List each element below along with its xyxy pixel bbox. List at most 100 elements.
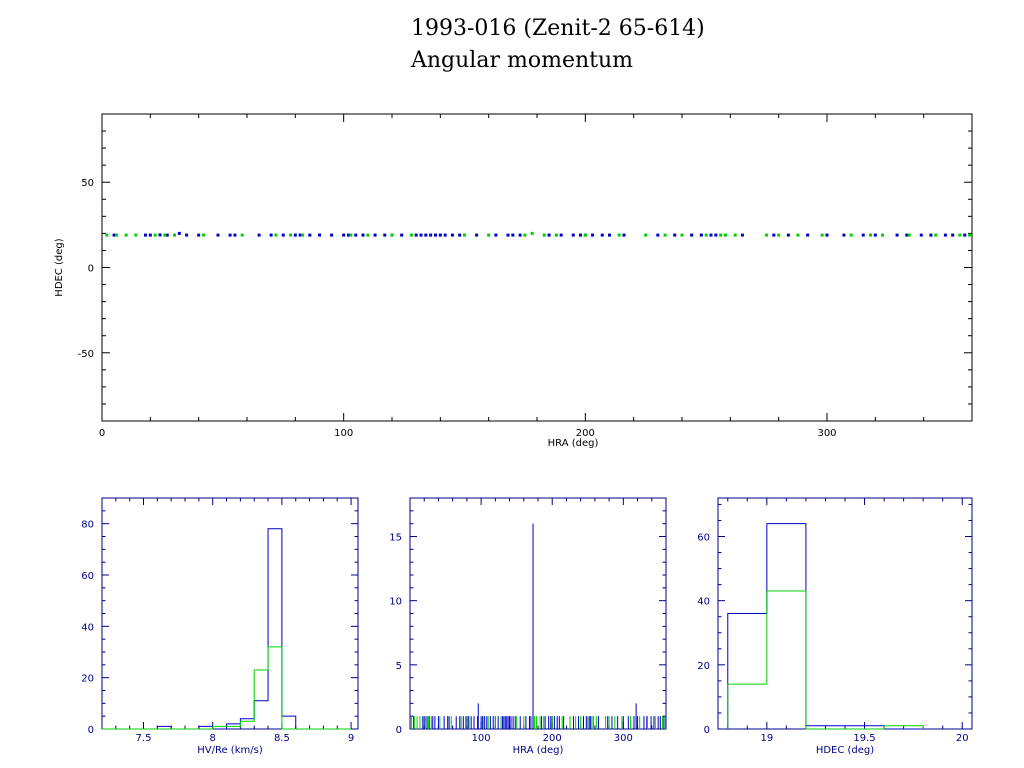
scatter-point-blue bbox=[443, 233, 447, 237]
hist-hra-y-tick-label: 10 bbox=[389, 597, 402, 608]
scatter-point-blue bbox=[919, 233, 923, 237]
scatter-point-blue bbox=[438, 233, 442, 237]
hist-hv-series-green bbox=[102, 646, 352, 730]
main-x-tick-label: 200 bbox=[576, 428, 595, 439]
scatter-point-blue bbox=[506, 233, 510, 237]
scatter-point-blue bbox=[450, 233, 454, 237]
scatter-point-blue bbox=[571, 233, 575, 237]
hist-hv-y-tick-label: 20 bbox=[81, 674, 94, 685]
main-x-tick-label: 0 bbox=[99, 428, 105, 439]
hist-hdec-y-tick-label: 40 bbox=[697, 597, 710, 608]
scatter-point-blue bbox=[216, 233, 220, 237]
hist-hra-y-tick-label: 5 bbox=[396, 661, 402, 672]
scatter-point-blue bbox=[699, 233, 703, 237]
scatter-point-blue bbox=[177, 231, 181, 235]
scatter-point-blue bbox=[361, 233, 365, 237]
scatter-point-green bbox=[907, 233, 911, 237]
scatter-point-green bbox=[724, 233, 727, 237]
scatter-point-blue bbox=[547, 233, 551, 237]
scatter-point-green bbox=[542, 233, 546, 237]
scatter-point-blue bbox=[233, 233, 237, 237]
scatter-point-blue bbox=[740, 233, 744, 237]
hist-hdec-series-green bbox=[727, 590, 924, 730]
hist-hdec-x-tick-label: 19.5 bbox=[853, 733, 875, 744]
scatter-point-blue bbox=[518, 233, 522, 237]
scatter-point-green bbox=[796, 233, 800, 237]
scatter-point-green bbox=[366, 233, 370, 237]
scatter-point-green bbox=[240, 233, 244, 237]
scatter-point-green bbox=[530, 231, 534, 235]
scatter-point-blue bbox=[281, 233, 285, 237]
scatter-point-green bbox=[849, 233, 853, 237]
hist-hv-x-axis-label: HV/Re (km/s) bbox=[197, 745, 263, 756]
scatter-point-blue bbox=[383, 233, 387, 237]
scatter-point-blue bbox=[414, 233, 418, 237]
scatter-point-blue bbox=[257, 233, 261, 237]
scatter-point-blue bbox=[458, 233, 462, 237]
main-y-tick-label: 0 bbox=[88, 264, 94, 275]
scatter-point-blue bbox=[673, 233, 677, 237]
scatter-point-blue bbox=[419, 233, 423, 237]
scatter-point-blue bbox=[158, 233, 162, 237]
hist-hdec-y-tick-label: 60 bbox=[697, 533, 710, 544]
scatter-point-blue bbox=[895, 233, 899, 237]
scatter-point-blue bbox=[579, 233, 582, 237]
scatter-point-blue bbox=[165, 233, 169, 237]
scatter-point-blue bbox=[308, 233, 312, 237]
scatter-point-blue bbox=[354, 233, 358, 237]
hist-hv-x-tick-label: 7.5 bbox=[136, 733, 152, 744]
hist-hdec-series-blue bbox=[727, 523, 924, 730]
hist-hdec-x-tick-label: 19 bbox=[760, 733, 773, 744]
chart-title: 1993-016 (Zenit-2 65-614) bbox=[411, 16, 705, 41]
scatter-point-blue bbox=[591, 233, 595, 237]
hist-hra-y-tick-label: 15 bbox=[389, 533, 402, 544]
scatter-point-green bbox=[958, 233, 962, 237]
scatter-point-blue bbox=[330, 233, 334, 237]
main-x-tick-label: 300 bbox=[817, 428, 836, 439]
scatter-point-blue bbox=[943, 233, 947, 237]
hist-hv-y-tick-label: 0 bbox=[88, 725, 94, 736]
main-plot-frame bbox=[101, 113, 973, 422]
scatter-point-blue bbox=[434, 233, 437, 237]
scatter-point-blue bbox=[825, 233, 829, 237]
scatter-point-blue bbox=[269, 233, 273, 237]
scatter-point-green bbox=[173, 233, 176, 237]
scatter-point-blue bbox=[347, 233, 350, 237]
scatter-point-blue bbox=[963, 233, 967, 237]
main-y-tick-label: 50 bbox=[81, 178, 94, 189]
scatter-point-blue bbox=[424, 233, 428, 237]
scatter-point-blue bbox=[656, 233, 660, 237]
scatter-point-green bbox=[487, 233, 491, 237]
scatter-point-blue bbox=[786, 233, 790, 237]
scatter-point-blue bbox=[293, 233, 297, 237]
hist-hra-x-tick-label: 300 bbox=[614, 733, 633, 744]
chart-subtitle: Angular momentum bbox=[411, 48, 633, 73]
scatter-point-green bbox=[124, 233, 128, 237]
scatter-point-blue bbox=[342, 233, 346, 237]
scatter-point-blue bbox=[197, 233, 201, 237]
main-y-tick-label: -50 bbox=[78, 349, 94, 360]
scatter-point-blue bbox=[806, 233, 810, 237]
main-x-axis-label: HRA (deg) bbox=[548, 438, 599, 449]
scatter-point-blue bbox=[608, 233, 611, 237]
hist-hra-frame bbox=[409, 497, 667, 730]
hist-hv-y-tick-label: 60 bbox=[81, 571, 94, 582]
scatter-point-blue bbox=[429, 233, 433, 237]
scatter-point-blue bbox=[298, 233, 302, 237]
scatter-point-blue bbox=[559, 233, 563, 237]
scatter-point-green bbox=[869, 233, 872, 237]
scatter-point-green bbox=[704, 233, 708, 237]
scatter-point-green bbox=[934, 233, 938, 237]
scatter-point-green bbox=[644, 233, 648, 237]
scatter-point-blue bbox=[112, 233, 116, 237]
scatter-point-blue bbox=[905, 233, 909, 237]
hist-hv-x-tick-label: 8 bbox=[210, 733, 216, 744]
main-x-tick-label: 100 bbox=[334, 428, 353, 439]
scatter-point-green bbox=[881, 233, 885, 237]
hist-hv-y-tick-label: 80 bbox=[81, 520, 94, 531]
scatter-point-blue bbox=[714, 233, 718, 237]
hist-hv-series-blue bbox=[102, 528, 352, 730]
scatter-point-blue bbox=[494, 233, 498, 237]
scatter-point-blue bbox=[929, 233, 933, 237]
